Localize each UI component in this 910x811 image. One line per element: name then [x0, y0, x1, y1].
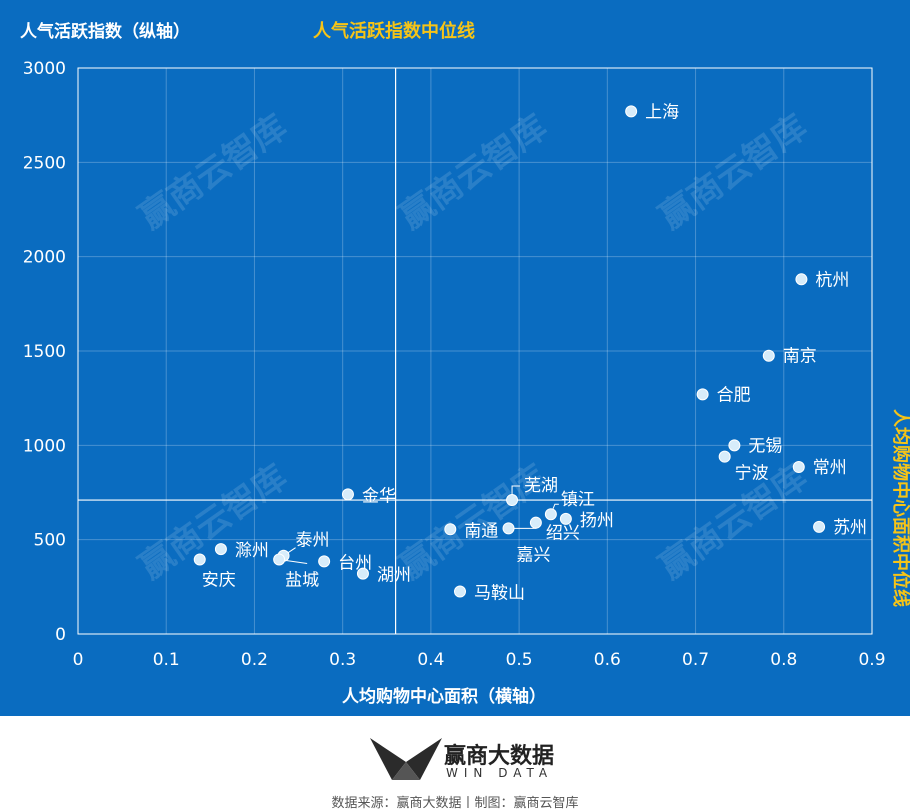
- x-axis-title: 人均购物中心面积（横轴）: [342, 686, 546, 707]
- point-label-15: 金华: [362, 486, 396, 506]
- data-point-6: [792, 461, 805, 474]
- data-point-17: [356, 567, 369, 580]
- brand-name-en: WIN DATA: [446, 766, 554, 780]
- win-data-logo-icon: [370, 738, 442, 780]
- point-label-7: 苏州: [833, 518, 867, 538]
- data-point-14: [454, 585, 467, 598]
- x-tick-label-1: 0.1: [153, 650, 180, 670]
- watermark-1: 赢商云智库: [392, 107, 554, 237]
- point-label-9: 镇江: [561, 490, 595, 510]
- data-point-8: [506, 494, 519, 507]
- point-label-18: 泰州: [296, 531, 330, 551]
- data-point-7: [813, 520, 826, 533]
- x-tick-label-8: 0.8: [770, 650, 797, 670]
- point-label-20: 滁州: [235, 541, 269, 561]
- point-label-6: 常州: [813, 458, 847, 478]
- x-tick-label-7: 0.7: [682, 650, 709, 670]
- data-point-10: [559, 512, 572, 525]
- point-label-11: 绍兴: [546, 524, 580, 544]
- data-point-4: [728, 439, 741, 452]
- data-point-5: [718, 450, 731, 463]
- median-label-vertical: 人均购物中心面积中位线: [890, 409, 910, 607]
- point-label-3: 合肥: [717, 385, 751, 405]
- watermark-0: 赢商云智库: [132, 107, 294, 237]
- median-label-horizontal: 人气活跃指数中位线: [313, 20, 475, 42]
- data-point-21: [193, 553, 206, 566]
- y-tick-label-6: 3000: [23, 59, 66, 79]
- point-label-0: 上海: [645, 102, 679, 122]
- x-tick-label-4: 0.4: [417, 650, 444, 670]
- data-point-0: [625, 105, 638, 118]
- point-label-14: 马鞍山: [474, 584, 525, 604]
- data-point-19: [273, 553, 286, 566]
- chart-area: 赢商云智库 赢商云智库 赢商云智库 赢商云智库 赢商云智库 赢商云智库 0 0.1 0.2 0.3…: [0, 0, 910, 716]
- point-label-21: 安庆: [202, 570, 236, 590]
- point-label-17: 湖州: [377, 566, 411, 586]
- data-point-20: [214, 543, 227, 556]
- data-point-12: [502, 522, 515, 535]
- data-point-15: [341, 488, 354, 501]
- point-label-1: 杭州: [815, 270, 849, 290]
- data-point-9: [544, 508, 557, 521]
- data-point-11: [529, 516, 542, 529]
- data-source-note: 数据来源：赢商大数据丨制图：赢商云智库: [331, 796, 579, 811]
- x-tick-label-5: 0.5: [506, 650, 533, 670]
- data-point-13: [444, 523, 457, 536]
- point-label-19: 盐城: [285, 570, 319, 590]
- x-tick-label-9: 0.9: [858, 650, 885, 670]
- x-tick-label-6: 0.6: [594, 650, 621, 670]
- y-axis-title: 人气活跃指数（纵轴）: [20, 21, 190, 42]
- point-label-2: 南京: [783, 347, 817, 367]
- x-tick-label-2: 0.2: [241, 650, 268, 670]
- y-tick-label-3: 1500: [23, 342, 66, 362]
- brand-name-cn: 赢商大数据: [444, 744, 555, 769]
- watermark-5: 赢商云智库: [652, 457, 814, 587]
- data-point-2: [762, 349, 775, 362]
- brand-logo: 赢商大数据 WIN DATA: [368, 736, 558, 782]
- point-label-8: 芜湖: [524, 476, 558, 496]
- y-tick-label-4: 2000: [23, 248, 66, 268]
- y-tick-label-5: 2500: [23, 153, 66, 173]
- footer: 赢商大数据 WIN DATA 数据来源：赢商大数据丨制图：赢商云智库: [0, 716, 910, 811]
- y-tick-label-2: 1000: [23, 436, 66, 456]
- plot-frame: [77, 67, 873, 635]
- point-label-12: 嘉兴: [517, 545, 551, 565]
- x-tick-label-0: 0: [73, 650, 84, 670]
- x-tick-label-3: 0.3: [329, 650, 356, 670]
- watermark-3: 赢商云智库: [132, 457, 294, 587]
- y-tick-label-1: 500: [34, 531, 66, 551]
- point-label-10: 扬州: [580, 511, 614, 531]
- point-label-5: 宁波: [735, 464, 769, 484]
- data-point-1: [795, 273, 808, 286]
- point-label-4: 无锡: [748, 436, 782, 456]
- data-point-3: [696, 388, 709, 401]
- point-label-13: 南通: [464, 521, 498, 541]
- data-point-16: [318, 555, 331, 568]
- watermark-2: 赢商云智库: [652, 107, 814, 237]
- y-tick-label-0: 0: [55, 625, 66, 645]
